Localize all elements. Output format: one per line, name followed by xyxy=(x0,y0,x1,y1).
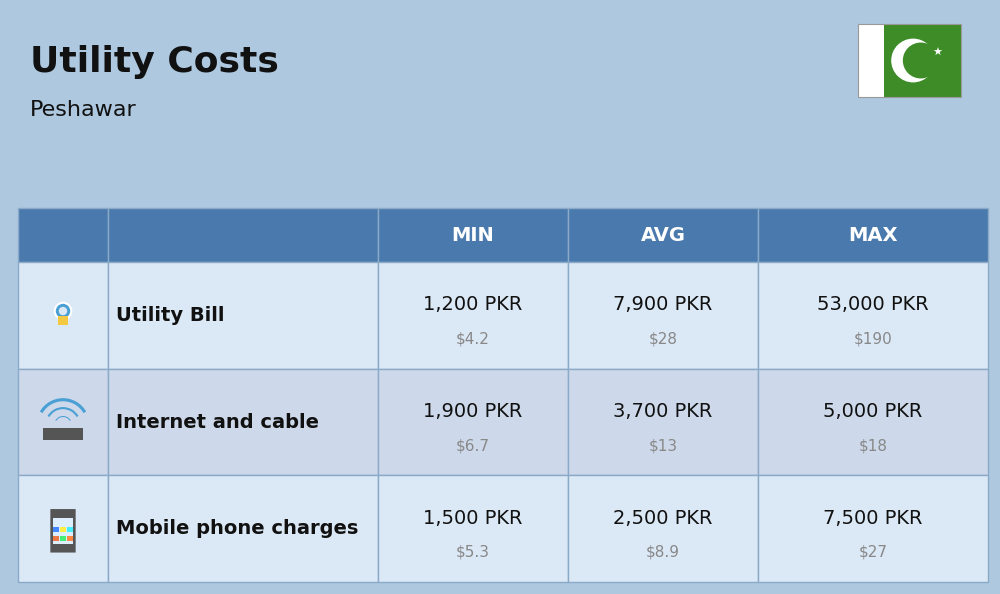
Text: Internet and cable: Internet and cable xyxy=(116,413,319,432)
Bar xyxy=(758,369,988,475)
Text: AVG: AVG xyxy=(640,226,686,245)
Text: $13: $13 xyxy=(648,438,678,453)
Bar xyxy=(568,475,758,582)
Bar xyxy=(858,24,884,97)
Text: Utility Costs: Utility Costs xyxy=(30,45,279,79)
Text: 2,500 PKR: 2,500 PKR xyxy=(613,508,713,527)
Text: $8.9: $8.9 xyxy=(646,545,680,560)
Text: Mobile phone charges: Mobile phone charges xyxy=(116,519,358,538)
Bar xyxy=(378,475,568,582)
Text: $6.7: $6.7 xyxy=(456,438,490,453)
Text: MAX: MAX xyxy=(848,226,898,245)
Text: $28: $28 xyxy=(648,331,678,346)
Text: 5,000 PKR: 5,000 PKR xyxy=(823,402,923,421)
Bar xyxy=(58,316,68,324)
Circle shape xyxy=(55,303,71,320)
Text: $5.3: $5.3 xyxy=(456,545,490,560)
Bar xyxy=(53,517,73,544)
Bar xyxy=(568,369,758,475)
Text: 7,500 PKR: 7,500 PKR xyxy=(823,508,923,527)
Bar xyxy=(60,536,66,541)
Text: 53,000 PKR: 53,000 PKR xyxy=(817,295,929,314)
Text: $190: $190 xyxy=(854,331,892,346)
Bar xyxy=(858,24,961,97)
Bar xyxy=(18,475,108,582)
Bar xyxy=(18,208,108,262)
Text: $4.2: $4.2 xyxy=(456,331,490,346)
Bar xyxy=(568,208,758,262)
Text: 7,900 PKR: 7,900 PKR xyxy=(613,295,713,314)
Circle shape xyxy=(891,39,935,83)
Bar xyxy=(108,208,378,262)
Text: $27: $27 xyxy=(858,545,888,560)
Bar xyxy=(108,475,378,582)
Text: 1,900 PKR: 1,900 PKR xyxy=(423,402,523,421)
Bar xyxy=(378,208,568,262)
Bar xyxy=(18,369,108,475)
FancyBboxPatch shape xyxy=(50,509,76,552)
Bar xyxy=(108,262,378,369)
Text: 1,500 PKR: 1,500 PKR xyxy=(423,508,523,527)
Bar xyxy=(53,527,59,532)
Text: Utility Bill: Utility Bill xyxy=(116,306,224,325)
Bar xyxy=(378,262,568,369)
Bar xyxy=(53,536,59,541)
Text: $18: $18 xyxy=(858,438,888,453)
Text: MIN: MIN xyxy=(452,226,494,245)
Text: ★: ★ xyxy=(932,48,942,58)
Text: 3,700 PKR: 3,700 PKR xyxy=(613,402,713,421)
Circle shape xyxy=(59,307,67,315)
Bar xyxy=(67,536,73,541)
Bar xyxy=(378,369,568,475)
Bar xyxy=(18,262,108,369)
Bar xyxy=(568,262,758,369)
Text: 1,200 PKR: 1,200 PKR xyxy=(423,295,523,314)
Bar xyxy=(884,24,961,97)
Bar xyxy=(60,527,66,532)
Circle shape xyxy=(903,43,939,78)
Text: Peshawar: Peshawar xyxy=(30,100,137,120)
Bar xyxy=(67,527,73,532)
Bar xyxy=(43,428,83,440)
Bar xyxy=(758,208,988,262)
Bar xyxy=(758,262,988,369)
Bar xyxy=(758,475,988,582)
Bar xyxy=(108,369,378,475)
